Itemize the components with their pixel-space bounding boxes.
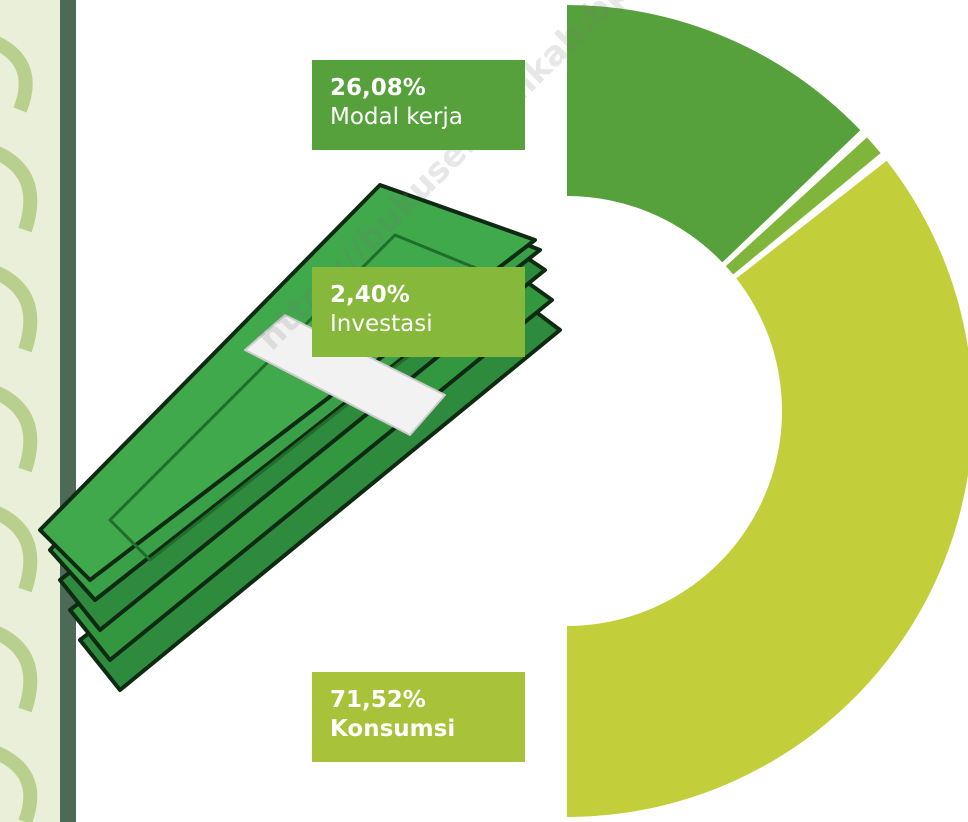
donut-segment	[567, 5, 861, 263]
label-box: 2,40% Investasi	[312, 267, 525, 357]
category-label: Konsumsi	[330, 716, 456, 742]
category-label: Modal kerja	[330, 104, 463, 130]
donut-segment	[725, 137, 881, 275]
label-box: 26,08% Modal kerja	[312, 60, 525, 150]
decor-strip	[0, 0, 76, 822]
money-illustration	[38, 183, 562, 692]
value-label: 71,52%	[330, 687, 426, 713]
value-label: 26,08%	[330, 75, 426, 101]
donut	[567, 5, 968, 817]
label-box: 71,52% Konsumsi	[312, 672, 525, 762]
value-label: 2,40%	[330, 282, 410, 308]
category-label: Investasi	[330, 311, 433, 337]
donut-segment	[567, 160, 968, 817]
